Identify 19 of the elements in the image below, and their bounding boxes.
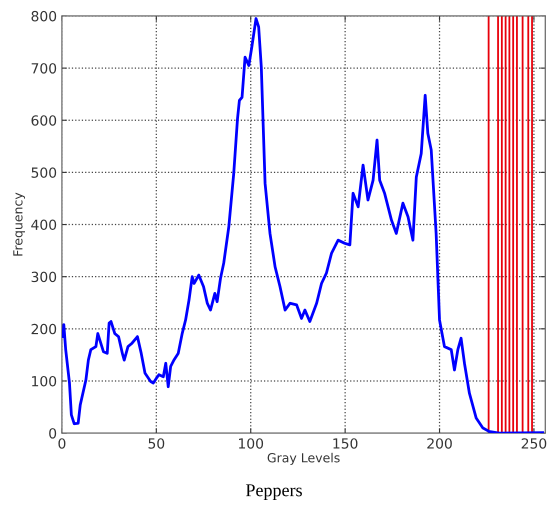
x-tick-label: 100 (239, 438, 264, 449)
y-tick-label: 800 (31, 10, 56, 22)
y-tick-label: 100 (32, 376, 56, 386)
y-tick-label: 200 (32, 324, 56, 334)
text: Peppers (246, 484, 302, 500)
y-tick-label: 300 (32, 272, 56, 282)
y-tick-label: 0 (49, 428, 56, 439)
x-tick-label: 200 (427, 438, 452, 449)
y-axis-title: Frequency (13, 192, 25, 256)
y-tick-label: 600 (32, 115, 56, 126)
x-axis-title: Gray Levels (268, 452, 340, 465)
line-series (62, 17, 544, 434)
y-tick-label: 400 (31, 220, 56, 230)
x-tick-label: 150 (333, 438, 358, 449)
x-tick-label: 250 (522, 438, 546, 449)
y-tick-label: 700 (32, 63, 56, 74)
x-tick-label: 0 (58, 438, 66, 449)
y-tick-label: 500 (32, 167, 56, 178)
x-tick-label: 50 (148, 438, 164, 449)
